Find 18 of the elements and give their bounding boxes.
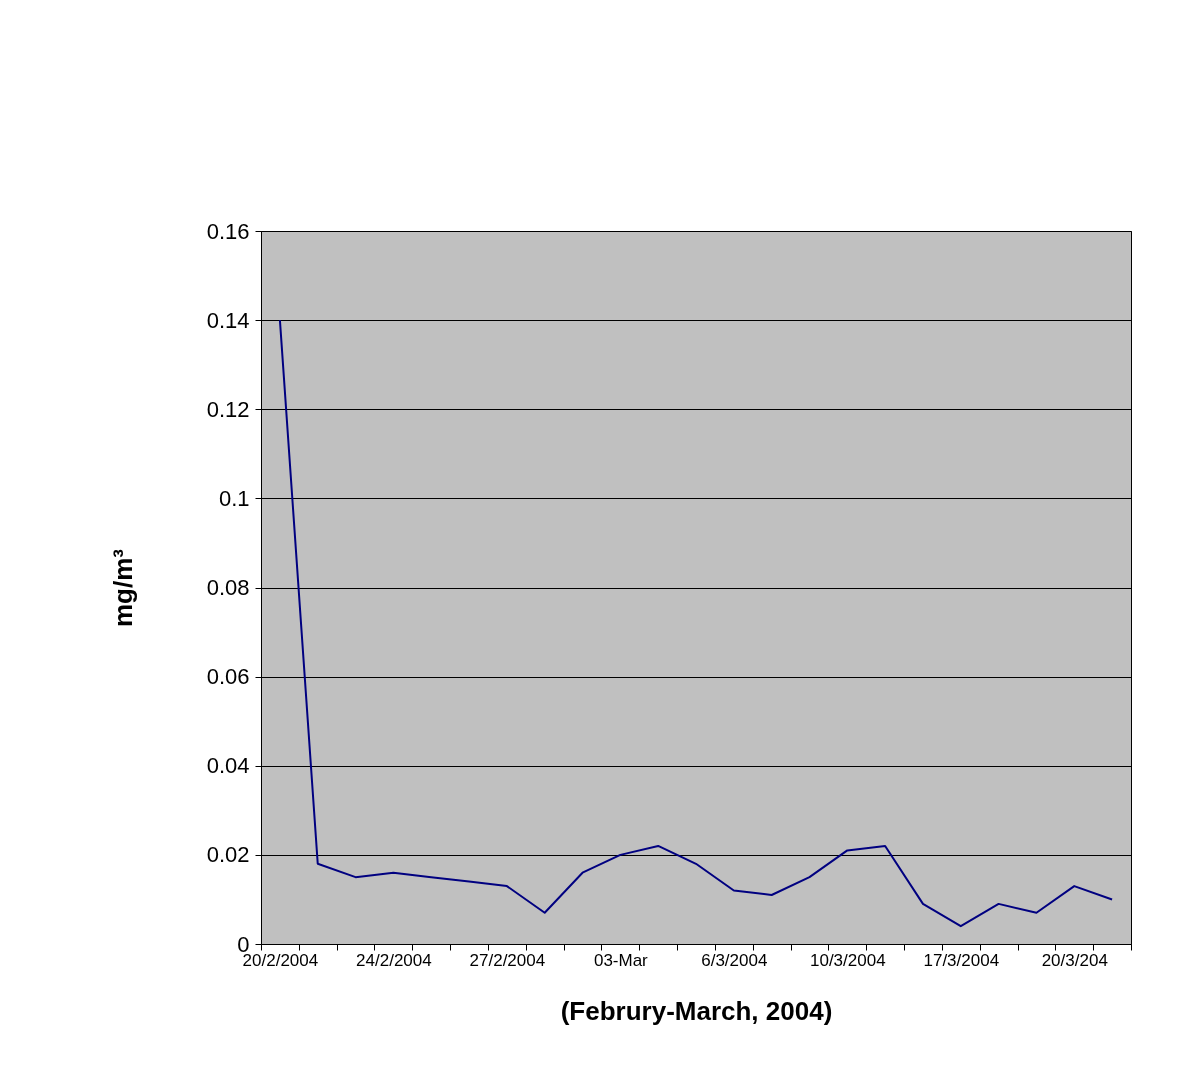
x-tick-label: 20/3/204	[1041, 950, 1108, 970]
x-axis-title: (Februry-March, 2004)	[560, 995, 833, 1026]
x-tick-label: 10/3/2004	[809, 950, 886, 970]
x-tick-label: 03-Mar	[593, 950, 649, 970]
x-tick-label: 6/3/2004	[701, 950, 768, 970]
y-tick-label: 0.1	[218, 485, 250, 511]
line-series	[278, 319, 1114, 928]
y-tick-label: 0.04	[206, 753, 250, 779]
y-tick-label: 0.14	[206, 307, 250, 333]
x-tick-label: 17/3/2004	[923, 950, 1000, 970]
y-tick-label: 0.12	[206, 396, 250, 422]
y-tick-label: 0.06	[206, 664, 250, 690]
y-axis-title: mg/m³	[107, 548, 138, 627]
y-tick-label: 0.16	[206, 218, 250, 244]
y-tick-label: 0.02	[206, 842, 250, 868]
x-tick-label: 24/2/2004	[356, 950, 432, 970]
y-tick-label: 0.08	[206, 575, 250, 600]
x-tick-label: 27/2/2004	[469, 950, 546, 970]
